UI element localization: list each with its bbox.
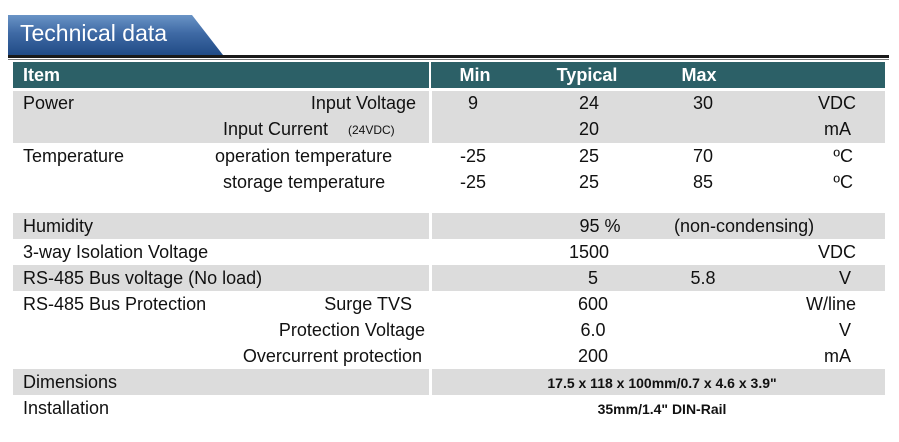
input-voltage-label: Input Voltage [310, 93, 416, 113]
input-voltage-min: 9 [467, 93, 479, 113]
isolation-label: 3-way Isolation Voltage [23, 242, 209, 262]
temperature-label: Temperature [23, 146, 125, 166]
isolation-typical: 1500 [568, 242, 610, 262]
humidity-label: Humidity [23, 216, 94, 236]
bus-voltage-label: RS-485 Bus voltage (No load) [23, 268, 263, 288]
protection-voltage-label: Protection Voltage [278, 320, 425, 340]
page-title: Technical data [20, 20, 168, 46]
row-bg-power [13, 91, 429, 143]
bus-voltage-unit: V [838, 268, 851, 288]
operation-temperature-max: 70 [692, 146, 714, 166]
row-bg-installation [13, 395, 429, 421]
row-bg-installation-values [432, 395, 885, 421]
dimensions-value: 17.5 x 118 x 100mm/0.7 x 4.6 x 3.9" [547, 375, 777, 391]
header-typical: Typical [556, 65, 618, 85]
surge-tvs-typical: 600 [577, 294, 609, 314]
input-current-note: (24VDC) [348, 123, 395, 137]
row-bg-isolation-values [432, 239, 885, 265]
storage-temperature-unit: ºC [833, 172, 853, 192]
overcurrent-typical: 200 [577, 346, 609, 366]
row-bg-temperature-values [432, 143, 885, 213]
row-bg-power-values [432, 91, 885, 143]
row-bg-bus-protection-values [432, 291, 885, 369]
header-item: Item [23, 65, 61, 85]
row-bg-humidity [13, 213, 429, 239]
protection-voltage-typical: 6.0 [580, 320, 606, 340]
row-bg-dimensions [13, 369, 429, 395]
overcurrent-label: Overcurrent protection [242, 346, 422, 366]
title-rule-thin [8, 59, 889, 60]
storage-temperature-max: 85 [692, 172, 714, 192]
input-current-label: Input Current [223, 119, 329, 139]
header-divider [429, 62, 431, 88]
storage-temperature-typical: 25 [578, 172, 600, 192]
surge-tvs-unit: W/line [805, 294, 856, 314]
operation-temperature-typical: 25 [578, 146, 600, 166]
input-current-typical: 20 [578, 119, 600, 139]
protection-voltage-unit: V [838, 320, 851, 340]
bus-protection-label: RS-485 Bus Protection [23, 294, 207, 314]
row-bg-humidity-values [432, 213, 885, 239]
humidity-typical: 95 % [579, 216, 621, 236]
storage-temperature-label: storage temperature [223, 172, 386, 192]
table-header: Item Min Typical Max [13, 62, 885, 88]
installation-value: 35mm/1.4" DIN-Rail [597, 401, 727, 417]
power-label: Power [23, 93, 75, 113]
title-rule [8, 55, 889, 58]
bus-voltage-typical: 5 [587, 268, 599, 288]
dimensions-label: Dimensions [23, 372, 118, 392]
input-voltage-typical: 24 [578, 93, 600, 113]
input-voltage-unit: VDC [817, 93, 856, 113]
row-bg-isolation [13, 239, 429, 265]
input-current-unit: mA [824, 119, 851, 139]
header-min: Min [459, 65, 491, 85]
row-bg-temperature [13, 143, 429, 213]
row-bg-bus-voltage [13, 265, 429, 291]
operation-temperature-label: operation temperature [215, 146, 393, 166]
storage-temperature-min: -25 [459, 172, 487, 192]
input-voltage-max: 30 [692, 93, 714, 113]
overcurrent-unit: mA [824, 346, 851, 366]
title-banner: Technical data [8, 15, 223, 55]
installation-label: Installation [23, 398, 110, 418]
row-bg-bus-voltage-values [432, 265, 885, 291]
header-max: Max [681, 65, 717, 85]
bus-voltage-max: 5.8 [690, 268, 716, 288]
operation-temperature-min: -25 [459, 146, 487, 166]
technical-data-table: Item Min Typical Max Power Input Voltage… [13, 62, 885, 424]
row-bg-bus-protection [13, 291, 429, 369]
row-bg-dimensions-values [432, 369, 885, 395]
surge-tvs-label: Surge TVS [324, 294, 412, 314]
isolation-unit: VDC [817, 242, 856, 262]
humidity-note: (non-condensing) [674, 216, 815, 236]
operation-temperature-unit: ºC [833, 146, 853, 166]
